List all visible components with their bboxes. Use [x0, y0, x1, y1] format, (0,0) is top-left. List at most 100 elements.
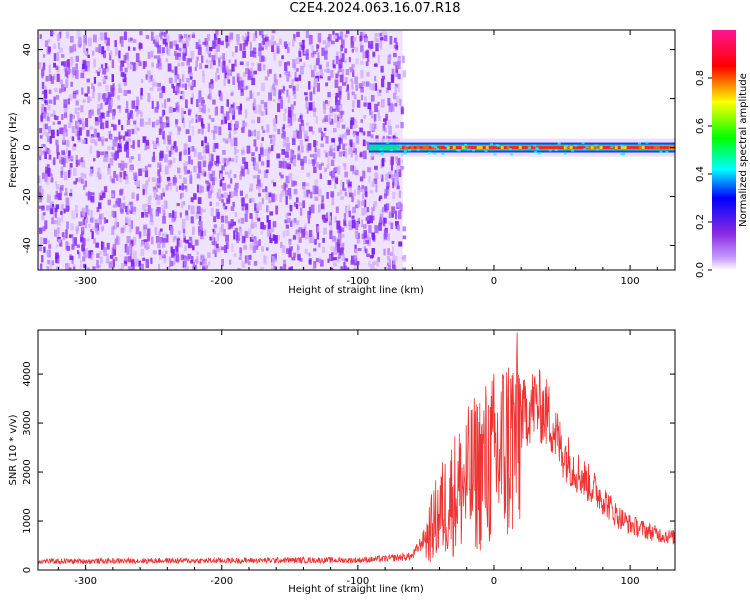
heatmap-cell — [191, 118, 194, 124]
heatmap-cell — [107, 146, 111, 150]
colorbar-tick-label: 0.0 — [695, 262, 706, 278]
heatmap-cell — [216, 212, 221, 219]
heatmap-cell — [157, 185, 161, 189]
heatmap-cell — [76, 250, 80, 255]
signal-speckle — [596, 148, 600, 151]
heatmap-cell — [300, 114, 303, 124]
heatmap-cell — [270, 145, 274, 152]
heatmap-cell — [48, 46, 52, 53]
heatmap-cell — [216, 202, 220, 207]
heatmap-cell — [266, 152, 270, 159]
heatmap-cell — [308, 102, 313, 111]
heatmap-cell — [396, 165, 400, 173]
heatmap-cell — [164, 232, 167, 239]
heatmap-cell — [371, 83, 376, 91]
heatmap-cell — [370, 40, 374, 49]
signal-peak — [482, 146, 486, 150]
heatmap-cell — [306, 49, 309, 56]
heatmap-cell — [259, 147, 264, 155]
heatmap-cell — [210, 188, 214, 194]
heatmap-cell — [197, 152, 202, 160]
y-tick-label: 0 — [22, 144, 33, 150]
heatmap-cell — [251, 119, 256, 124]
heatmap-cell — [59, 79, 63, 85]
heatmap-cell — [209, 236, 213, 241]
heatmap-cell — [309, 64, 312, 70]
heatmap-cell — [126, 129, 131, 137]
heatmap-cell — [341, 68, 345, 76]
heatmap-cell — [362, 131, 366, 136]
heatmap-cell — [205, 145, 210, 154]
signal-peak — [566, 146, 570, 150]
heatmap-cell — [306, 107, 309, 114]
heatmap-cell — [365, 50, 369, 59]
heatmap-cell — [203, 230, 207, 237]
heatmap-cell — [66, 245, 71, 251]
signal-peak — [413, 146, 417, 150]
heatmap-cell — [222, 60, 226, 70]
heatmap-cell — [253, 98, 256, 107]
heatmap-cell — [242, 147, 245, 153]
heatmap-cell — [272, 137, 276, 146]
heatmap-cell — [174, 66, 178, 76]
heatmap-cell — [86, 216, 89, 223]
signal-peak — [500, 146, 504, 150]
heatmap-cell — [172, 157, 176, 164]
signal-peak — [602, 146, 606, 150]
heatmap-cell — [238, 256, 242, 260]
heatmap-cell — [131, 113, 135, 120]
heatmap-cell — [326, 191, 329, 199]
heatmap-cell — [268, 134, 273, 139]
heatmap-cell — [319, 173, 323, 179]
heatmap-cell — [287, 119, 291, 128]
heatmap-cell — [50, 76, 54, 84]
heatmap-cell — [236, 231, 239, 241]
heatmap-cell — [223, 206, 228, 210]
heatmap-cell — [298, 74, 302, 81]
heatmap-cell — [353, 268, 357, 270]
heatmap-cell — [135, 96, 140, 105]
heatmap-cell — [74, 107, 78, 114]
heatmap-cell — [157, 263, 161, 270]
heatmap-cell — [357, 248, 362, 252]
heatmap-cell — [125, 205, 129, 213]
heatmap-cell — [249, 183, 254, 192]
snr-xlabel: Height of straight line (km) — [288, 584, 424, 595]
heatmap-cell — [160, 37, 164, 41]
heatmap-cell — [198, 215, 202, 225]
heatmap-cell — [47, 240, 50, 244]
heatmap-cell — [195, 41, 200, 50]
signal-speckle — [583, 148, 587, 151]
heatmap-cell — [159, 123, 164, 133]
heatmap-cell — [142, 189, 145, 196]
heatmap-cell — [337, 57, 342, 61]
heatmap-cell — [131, 192, 135, 199]
heatmap-cell — [129, 253, 133, 259]
heatmap-cell — [159, 164, 162, 172]
heatmap-cell — [105, 85, 109, 92]
heatmap-cell — [332, 128, 337, 133]
heatmap-cell — [158, 230, 161, 236]
heatmap-cell — [172, 85, 176, 94]
heatmap-cell — [320, 162, 324, 166]
heatmap-cell — [143, 224, 148, 230]
heatmap-cell — [237, 267, 241, 270]
heatmap-cell — [165, 30, 168, 34]
heatmap-cell — [70, 81, 73, 87]
heatmap-cell — [317, 52, 320, 62]
heatmap-cell — [62, 133, 65, 143]
heatmap-cell — [293, 154, 297, 160]
heatmap-cell — [99, 115, 103, 124]
heatmap-cell — [243, 245, 247, 250]
heatmap-cell — [393, 44, 397, 49]
heatmap-cell — [97, 172, 100, 177]
heatmap-cell — [340, 266, 343, 270]
heatmap-cell — [370, 95, 375, 102]
heatmap-cell — [353, 255, 358, 264]
heatmap-cell — [365, 240, 370, 244]
heatmap-cell — [158, 58, 162, 67]
heatmap-cell — [327, 76, 331, 81]
heatmap-cell — [357, 200, 361, 207]
heatmap-cell — [43, 123, 46, 128]
heatmap-cell — [232, 221, 236, 226]
